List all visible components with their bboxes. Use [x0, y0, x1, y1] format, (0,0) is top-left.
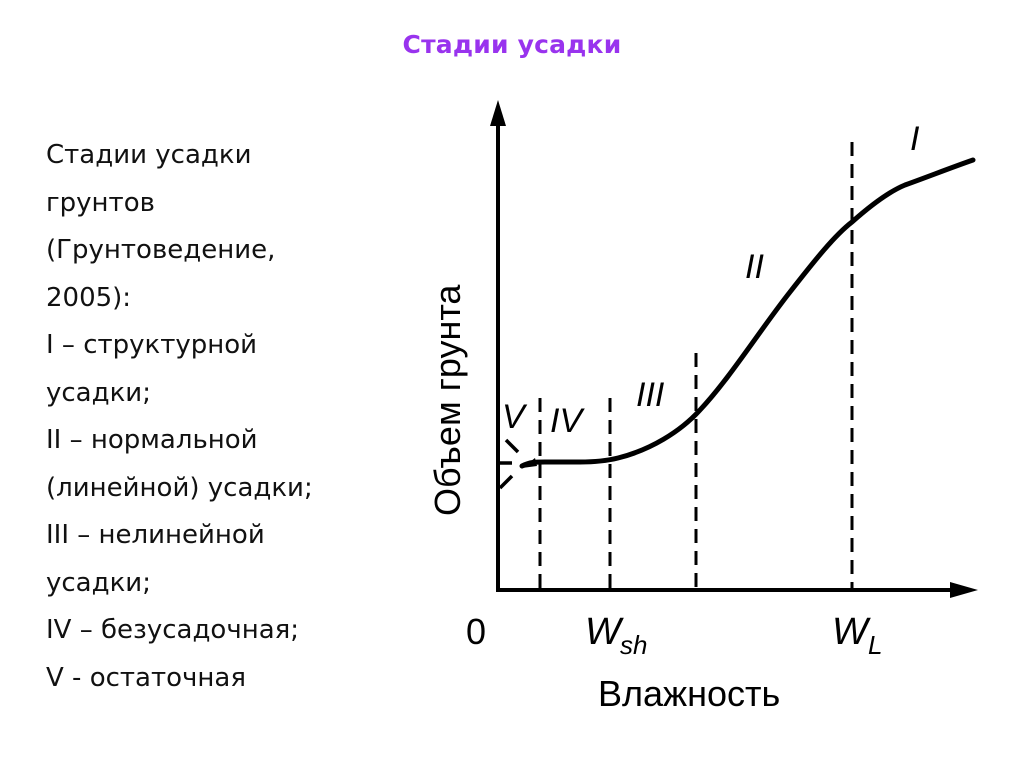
stage-label-ii: II: [745, 248, 764, 286]
text-line: IV – безусадочная;: [46, 615, 300, 645]
y-axis-arrow-icon: [490, 100, 506, 126]
x-tick-wl: W L: [832, 611, 882, 660]
x-tick-wl-sub: L: [868, 630, 882, 660]
stage-label-iv: IV: [550, 402, 585, 440]
text-line: усадки;: [46, 377, 151, 408]
x-axis-arrow-icon: [950, 582, 978, 598]
text-line: Стадии усадки: [46, 140, 252, 170]
y-axis-label: Объем грунта: [427, 284, 468, 516]
x-tick-wl-main: W: [832, 611, 871, 653]
stage-label-iii: III: [636, 376, 665, 414]
shrinkage-curve: [519, 157, 976, 469]
text-line: 2005):: [46, 282, 132, 313]
text-line: (линейной) усадки;: [46, 472, 313, 503]
x-tick-wsh-sub: sh: [620, 630, 647, 660]
text-line: III – нелинейной: [46, 520, 265, 550]
stage-labels: V IV III II I: [502, 120, 920, 440]
residual-stage-marks: [498, 438, 520, 490]
stages-description: Стадии усадки грунтов (Грунтоведение, 20…: [46, 132, 396, 702]
text-line: II – нормальной: [46, 425, 258, 455]
curve-start-arrow-icon: [522, 458, 537, 468]
text-line: усадки;: [46, 567, 151, 598]
x-tick-origin: 0: [466, 611, 486, 652]
x-axis-label: Влажность: [598, 673, 780, 714]
slide-title: Стадии усадки: [402, 30, 622, 59]
x-tick-wsh-main: W: [585, 611, 624, 653]
text-line: (Грунтоведение,: [46, 235, 276, 265]
text-line: V - остаточная: [46, 662, 246, 693]
text-line: I – структурной: [46, 330, 258, 360]
x-axis: [496, 582, 978, 598]
stage-label-v: V: [502, 398, 528, 436]
stage-boundaries: [538, 142, 854, 590]
y-axis: [490, 100, 506, 590]
text-line: грунтов: [46, 187, 155, 218]
x-tick-wsh: W sh: [585, 611, 647, 660]
stage-label-i: I: [910, 120, 920, 158]
